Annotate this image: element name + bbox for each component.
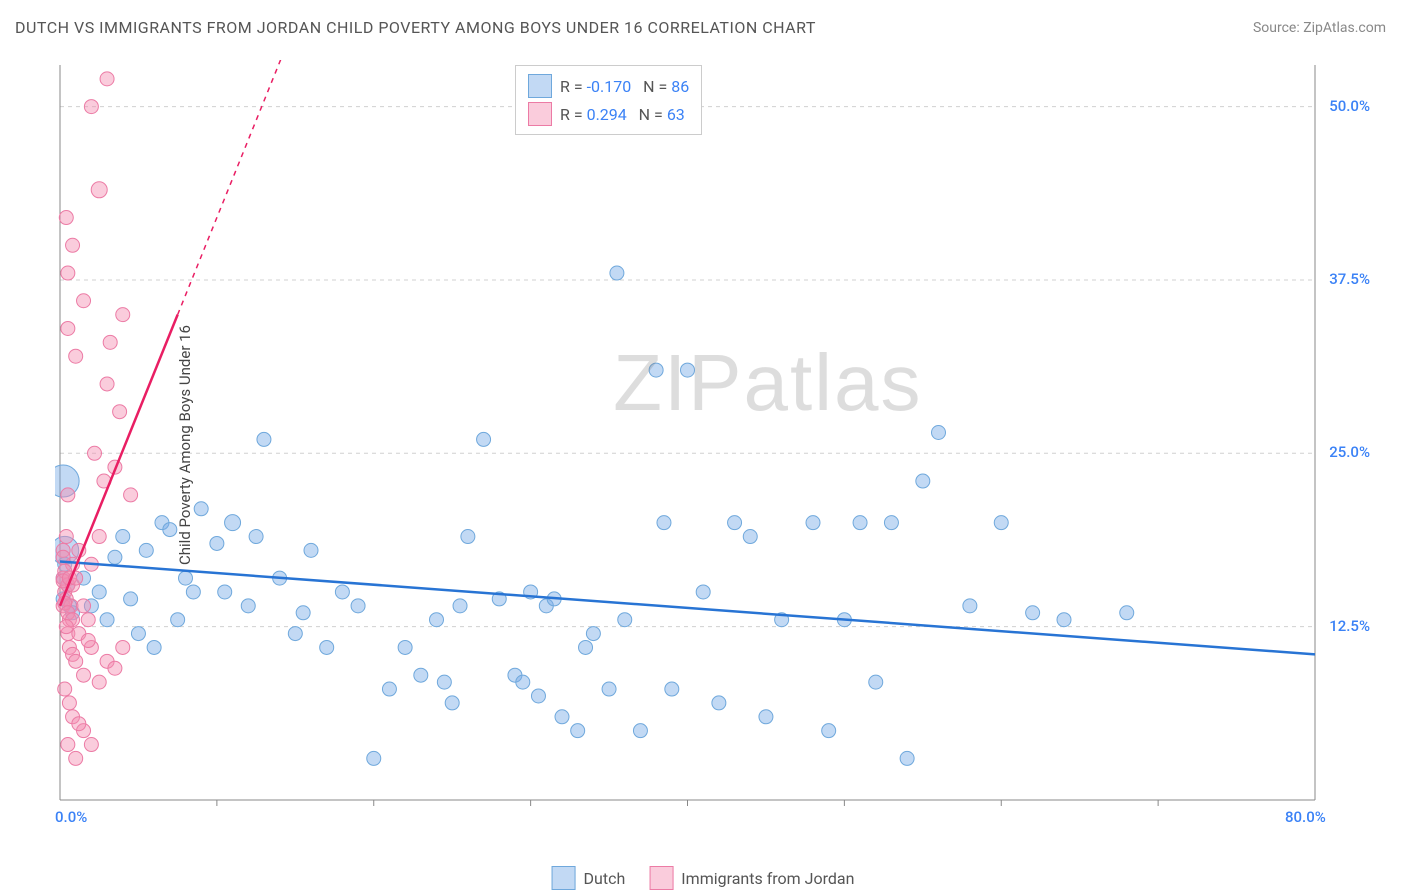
legend-item: Immigrants from Jordan (649, 866, 854, 890)
legend-label: Dutch (584, 869, 626, 888)
y-tick-label: 50.0% (1329, 97, 1370, 115)
legend-swatch (528, 74, 552, 98)
legend-item: Dutch (552, 866, 626, 890)
legend-label: Immigrants from Jordan (681, 869, 854, 888)
x-tick-label: 80.0% (1285, 808, 1326, 826)
y-tick-label: 12.5% (1329, 617, 1370, 635)
legend-swatch (528, 102, 552, 126)
legend-stats: R = 0.294 N = 63 (560, 105, 685, 124)
legend-stats: R = -0.170 N = 86 (560, 77, 689, 96)
scatter-chart (55, 60, 1375, 830)
legend-row: R = -0.170 N = 86 (528, 72, 689, 100)
chart-title: DUTCH VS IMMIGRANTS FROM JORDAN CHILD PO… (15, 18, 816, 37)
x-tick-label: 0.0% (55, 808, 87, 826)
legend-swatch (552, 866, 576, 890)
correlation-legend: R = -0.170 N = 86 R = 0.294 N = 63 (515, 65, 702, 135)
chart-area: Child Poverty Among Boys Under 16 ZIPatl… (55, 60, 1375, 830)
y-tick-label: 37.5% (1329, 270, 1370, 288)
source-label: Source: ZipAtlas.com (1253, 20, 1386, 36)
y-tick-label: 25.0% (1329, 443, 1370, 461)
series-legend: Dutch Immigrants from Jordan (552, 866, 855, 890)
y-axis-label: Child Poverty Among Boys Under 16 (176, 325, 194, 565)
legend-swatch (649, 866, 673, 890)
legend-row: R = 0.294 N = 63 (528, 100, 689, 128)
